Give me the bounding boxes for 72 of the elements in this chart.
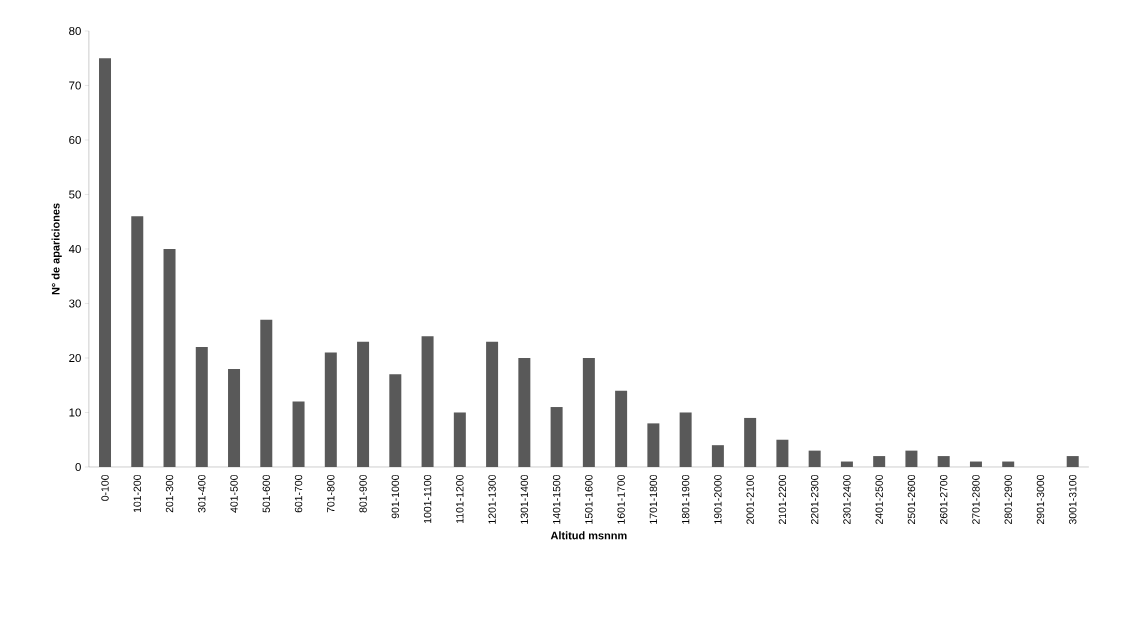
bar [163,248,176,467]
x-tick-label: 2901-3000 [1036,474,1045,524]
y-tick-label: 70 [69,81,81,90]
y-tick-label: 80 [69,26,81,36]
bar [421,336,434,467]
bar [873,456,886,467]
x-axis-title: Altitud msnnm [550,531,627,540]
x-tick-label: 2801-2900 [1004,474,1012,524]
bar [228,368,241,467]
x-tick-label: 2401-2500 [875,474,883,524]
x-tick-label: 1401-1500 [552,474,561,524]
x-tick-label: 1501-1600 [585,474,593,524]
y-tick-label: 30 [69,299,81,308]
bar [679,412,692,467]
x-tick-label: 101-200 [133,474,141,513]
x-tick-label: 901-1000 [391,474,400,519]
y-axis-title: N° de apariciones [51,203,62,295]
y-tick-label: 10 [69,408,81,417]
x-tick-label: 501-600 [262,474,270,513]
x-tick-label: 601-700 [294,474,303,513]
bar [195,347,208,467]
y-tick-label: 50 [69,190,81,199]
bar [357,341,370,467]
x-tick-label: 3001-3100 [1069,474,1077,525]
x-tick-label: 301-400 [198,474,206,513]
bar [99,58,112,467]
y-tick-label: 0 [75,462,81,472]
y-tick-label: 60 [69,135,81,145]
bar [260,319,273,467]
y-tick-label: 20 [69,353,81,363]
bar [808,450,821,467]
x-tick-label: 1601-1700 [617,474,625,524]
x-tick-label: 2201-2300 [810,474,819,524]
bar [647,423,660,467]
x-tick-label: 2001-2100 [746,474,754,524]
x-tick-label: 401-500 [230,474,238,513]
x-tick-label: 2501-2600 [907,474,916,524]
bar [744,417,757,467]
x-tick-label: 1301-1400 [520,474,529,524]
x-tick-label: 1701-1800 [649,474,658,524]
x-tick-label: 2301-2400 [843,474,851,524]
x-tick-label: 1901-2000 [714,474,722,524]
bar [453,412,466,467]
bar [131,216,144,467]
y-tick-label: 40 [68,244,81,254]
x-tick-label: 0-100 [101,474,109,501]
bar [937,456,950,467]
x-tick-label: 801-900 [359,474,367,513]
bar [518,357,531,467]
bar [389,374,402,467]
x-tick-label: 701-800 [327,474,335,513]
bar [486,341,499,467]
bar [776,439,789,467]
x-tick-label: 1801-1900 [681,474,690,524]
x-tick-label: 2101-2200 [778,474,787,524]
bar [1066,456,1079,467]
bar [905,450,918,467]
bar [969,461,982,467]
x-tick-label: 2701-2800 [972,474,980,524]
bar [324,352,337,467]
x-tick-label: 1101-1200 [456,474,464,523]
x-tick-label: 201-300 [165,474,174,513]
bar [1002,461,1015,467]
bar [550,407,563,467]
x-tick-label: 1001-1100 [423,474,432,523]
bar [711,445,724,467]
x-tick-label: 2601-2700 [939,474,948,524]
bar [840,461,853,467]
x-tick-label: 1201-1300 [488,474,496,524]
bar [615,390,628,467]
bar [292,401,305,467]
bar [582,357,595,467]
